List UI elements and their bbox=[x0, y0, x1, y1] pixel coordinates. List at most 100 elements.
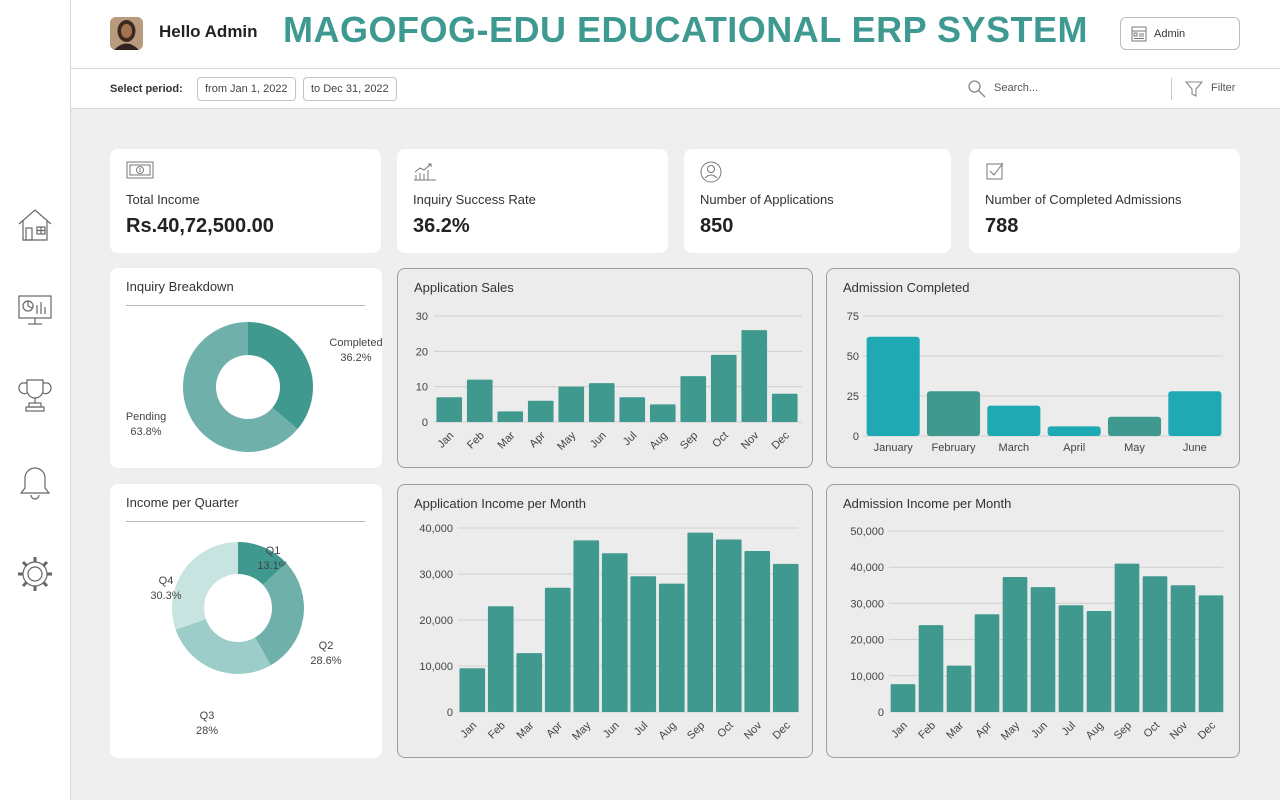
bar bbox=[544, 587, 571, 712]
dashboard-icon[interactable] bbox=[16, 290, 54, 328]
y-tick-label: 20 bbox=[416, 346, 428, 358]
user-menu-button[interactable]: Admin bbox=[1120, 17, 1240, 50]
x-tick-label: June bbox=[1183, 442, 1207, 454]
sidebar bbox=[0, 0, 71, 800]
pie-label: Completed bbox=[329, 337, 382, 349]
x-tick-label: Aug bbox=[657, 720, 679, 742]
divider bbox=[1171, 78, 1172, 100]
y-tick-label: 40,000 bbox=[419, 523, 453, 535]
y-tick-label: 20,000 bbox=[850, 635, 884, 647]
bar bbox=[974, 614, 1000, 712]
bar bbox=[918, 625, 944, 712]
x-tick-label: Feb bbox=[486, 720, 508, 742]
x-tick-label: Oct bbox=[1142, 720, 1163, 741]
admission-income-chart: 0 10,000 20,000 30,000 40,000 50,000 Jan Feb Mar… bbox=[850, 526, 1224, 743]
growth-chart-icon bbox=[414, 163, 436, 181]
avatar[interactable] bbox=[110, 17, 143, 50]
y-tick-label: 10 bbox=[416, 382, 428, 394]
bar bbox=[710, 354, 737, 422]
bar bbox=[1002, 576, 1028, 712]
x-tick-label: Jun bbox=[1029, 720, 1050, 741]
home-icon[interactable] bbox=[16, 205, 54, 243]
kpi-label: Total Income bbox=[126, 192, 200, 207]
user-card-icon bbox=[1131, 26, 1147, 42]
from-date-chip[interactable]: from Jan 1, 2022 bbox=[197, 77, 296, 101]
kpi-completed-admissions: Number of Completed Admissions 788 bbox=[969, 149, 1240, 253]
bar bbox=[866, 336, 920, 436]
filter-icon bbox=[1185, 81, 1203, 97]
application-sales-card: Application Sales 0 10 20 30 Jan Feb Mar Apr May… bbox=[397, 268, 813, 468]
x-tick-label: Mar bbox=[944, 719, 966, 741]
bar bbox=[516, 653, 543, 712]
trophy-icon[interactable] bbox=[16, 376, 54, 414]
x-tick-label: Feb bbox=[916, 720, 938, 742]
kpi-label: Number of Completed Admissions bbox=[985, 192, 1182, 207]
kpi-inquiry-success-rate: Inquiry Success Rate 36.2% bbox=[397, 149, 668, 253]
pie-value-label: 28% bbox=[196, 725, 218, 737]
application-income-chart: 0 10,000 20,000 30,000 40,000 Jan Feb Mar Apr May… bbox=[419, 523, 799, 743]
bar bbox=[1030, 587, 1056, 712]
pie-label: Pending bbox=[126, 411, 166, 423]
header: Hello Admin MAGOFOG-EDU EDUCATIONAL ERP … bbox=[71, 0, 1280, 69]
income-per-quarter-card: Income per Quarter Q1 13.1% Q2 28.6% Q3 28% Q4… bbox=[110, 484, 382, 758]
bell-icon[interactable] bbox=[16, 464, 54, 502]
period-label: Select period: bbox=[110, 83, 183, 95]
to-date-chip[interactable]: to Dec 31, 2022 bbox=[303, 77, 397, 101]
bar bbox=[436, 397, 463, 422]
bar bbox=[926, 391, 981, 436]
x-tick-label: May bbox=[555, 429, 579, 453]
x-tick-label: Dec bbox=[1196, 719, 1219, 742]
x-tick-label: Apr bbox=[974, 719, 995, 740]
x-tick-label: Feb bbox=[465, 430, 487, 452]
y-tick-label: 25 bbox=[847, 391, 859, 403]
application-sales-chart: 0 10 20 30 Jan Feb Mar Apr May Jun Jul Aug Sep Oct Nov… bbox=[416, 311, 802, 453]
pie-slice bbox=[248, 322, 313, 430]
bar bbox=[630, 576, 657, 712]
gear-icon[interactable] bbox=[16, 555, 54, 593]
card-title: Admission Income per Month bbox=[843, 496, 1012, 511]
x-tick-label: Sep bbox=[678, 430, 700, 452]
money-icon bbox=[126, 161, 154, 179]
bar bbox=[744, 551, 771, 712]
bar bbox=[466, 379, 493, 422]
x-tick-label: Dec bbox=[770, 429, 793, 452]
x-tick-label: Jul bbox=[1060, 720, 1078, 738]
x-tick-label: Apr bbox=[527, 429, 548, 450]
bar bbox=[715, 539, 742, 712]
y-tick-label: 50 bbox=[847, 351, 859, 363]
kpi-number-of-applications: Number of Applications 850 bbox=[684, 149, 951, 253]
bar bbox=[588, 383, 615, 422]
pie-value-label: 30.3% bbox=[150, 590, 181, 602]
inquiry-breakdown-card: Inquiry Breakdown Completed 36.2% Pending 6… bbox=[110, 268, 382, 468]
bar bbox=[1170, 585, 1196, 712]
x-tick-label: March bbox=[999, 442, 1030, 454]
bar bbox=[946, 665, 972, 712]
pie-slice bbox=[238, 542, 287, 585]
bar bbox=[487, 606, 514, 712]
bar bbox=[890, 684, 916, 712]
bar bbox=[741, 330, 768, 422]
card-title: Inquiry Breakdown bbox=[126, 279, 234, 294]
admission-completed-card: Admission Completed 0 25 50 75 January Februa… bbox=[826, 268, 1240, 468]
search-input[interactable]: Search... bbox=[967, 79, 1167, 101]
y-tick-label: 50,000 bbox=[850, 526, 884, 538]
x-tick-label: Mar bbox=[495, 429, 517, 451]
x-tick-label: Nov bbox=[1168, 719, 1191, 742]
search-placeholder: Search... bbox=[994, 82, 1039, 94]
x-tick-label: February bbox=[931, 442, 976, 454]
bar bbox=[772, 563, 799, 712]
bar bbox=[658, 583, 685, 712]
x-tick-label: Sep bbox=[1112, 720, 1134, 742]
bar bbox=[1198, 595, 1224, 712]
bar bbox=[1107, 416, 1162, 436]
x-tick-label: May bbox=[999, 719, 1023, 743]
card-title: Application Sales bbox=[414, 280, 514, 295]
x-tick-label: Oct bbox=[715, 720, 736, 741]
bar bbox=[1114, 563, 1140, 712]
user-button-label: Admin bbox=[1154, 28, 1186, 40]
bar bbox=[619, 397, 646, 422]
filter-button[interactable]: Filter bbox=[1185, 79, 1245, 101]
bar bbox=[497, 411, 524, 422]
pie-slice bbox=[183, 322, 298, 452]
bar bbox=[680, 376, 707, 422]
